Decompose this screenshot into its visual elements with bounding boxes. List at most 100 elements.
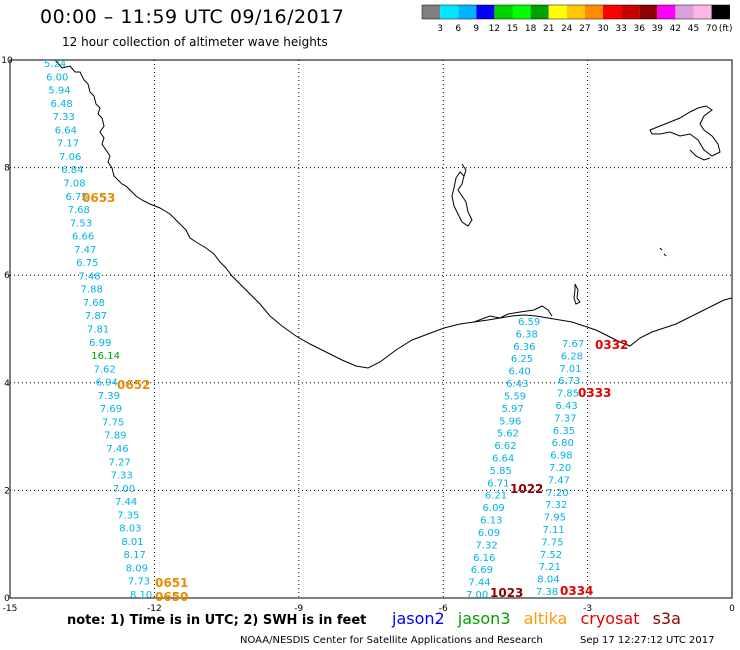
swh-value: 6.43 xyxy=(556,401,578,412)
colorbar-cell xyxy=(657,5,676,19)
map-subtitle: 12 hour collection of altimeter wave hei… xyxy=(62,35,328,49)
swh-value: 7.69 xyxy=(100,404,122,415)
swh-value: 6.75 xyxy=(66,192,88,203)
swh-value: 6.21 xyxy=(485,491,507,502)
swh-value: 6.66 xyxy=(72,232,94,243)
colorbar-cell xyxy=(711,5,730,19)
swh-value: 7.87 xyxy=(85,311,107,322)
lat-lon-grid xyxy=(9,59,733,599)
legend-cryosat: cryosat xyxy=(580,609,640,628)
swh-value: 5.59 xyxy=(504,391,526,402)
swh-value: 6.48 xyxy=(50,99,72,110)
coastline-island-left xyxy=(451,171,473,227)
swh-value: 7.20 xyxy=(546,488,568,499)
x-tick-label: -6 xyxy=(439,604,448,614)
colorbar-cell xyxy=(584,5,603,19)
swh-value: 6.75 xyxy=(76,258,98,269)
swh-value: 7.00 xyxy=(466,590,488,601)
colorbar-cell xyxy=(693,5,712,19)
colorbar-cell xyxy=(566,5,585,19)
swh-value: 6.99 xyxy=(89,338,111,349)
swh-value: 6.00 xyxy=(46,72,68,83)
pass-time-label: 0333 xyxy=(578,386,611,400)
swh-value: 5.24 xyxy=(44,59,66,70)
pass-time-label: 0334 xyxy=(560,584,593,598)
colorbar-tick-label: 27 xyxy=(579,24,590,34)
colorbar-tick-label: 15 xyxy=(507,24,518,34)
swh-value: 7.44 xyxy=(468,578,490,589)
swh-value: 6.16 xyxy=(473,553,495,564)
colorbar-cell xyxy=(675,5,694,19)
swh-value: 7.88 xyxy=(81,285,103,296)
swh-value: 7.35 xyxy=(117,510,139,521)
swh-value: 6.71 xyxy=(487,478,509,489)
swh-value: 6.69 xyxy=(471,565,493,576)
pass-time-label: 1022 xyxy=(510,482,543,496)
swh-value: 7.81 xyxy=(87,325,109,336)
swh-value: 7.89 xyxy=(104,431,126,442)
swh-value: 7.67 xyxy=(562,339,584,350)
swh-value: 7.73 xyxy=(128,577,150,588)
y-tick-label: 4 xyxy=(4,379,10,389)
swh-value: 6.43 xyxy=(506,379,528,390)
colorbar-tick-label: 9 xyxy=(473,24,479,34)
pass-time-label: 0650 xyxy=(155,590,188,604)
coastline-main xyxy=(54,59,733,369)
swh-value: 7.47 xyxy=(548,475,570,486)
x-tick-label: -9 xyxy=(294,604,303,614)
swh-value: 6.62 xyxy=(494,441,516,452)
coastline-northeast xyxy=(649,105,721,157)
x-tick-label: -12 xyxy=(147,604,162,614)
swh-value: 7.44 xyxy=(115,497,137,508)
swh-value: 6.35 xyxy=(553,426,575,437)
coastline-northeast-inner xyxy=(689,149,711,161)
units-note: note: 1) Time is in UTC; 2) SWH is in fe… xyxy=(67,613,367,628)
swh-value: 7.32 xyxy=(475,540,497,551)
swh-value: 6.09 xyxy=(478,528,500,539)
satellite-legend: jason2 jason3 altika cryosat s3a xyxy=(392,609,689,628)
pass-time-label: 0652 xyxy=(117,378,150,392)
colorbar-tick-label: 70 xyxy=(706,24,718,34)
colorbar-cell xyxy=(512,5,531,19)
legend-jason3: jason3 xyxy=(457,609,511,628)
colorbar-tick-label: 3 xyxy=(437,24,443,34)
y-tick-label: 2 xyxy=(4,486,10,496)
colorbar-cell xyxy=(621,5,640,19)
swh-value: 6.73 xyxy=(558,376,580,387)
swh-value: 7.27 xyxy=(109,457,131,468)
colorbar-tick-label: 21 xyxy=(543,24,554,34)
coastline-island-mid xyxy=(461,163,467,177)
colorbar-tick-label: 18 xyxy=(525,24,537,34)
swh-value: 8.10 xyxy=(130,590,152,601)
pass-time-label: 0653 xyxy=(82,191,115,205)
legend-jason2: jason2 xyxy=(392,609,445,628)
coastline-island-small xyxy=(573,283,581,305)
swh-value: 6.25 xyxy=(511,354,533,365)
colorbar-cell xyxy=(530,5,549,19)
swh-value: 7.75 xyxy=(102,417,124,428)
y-tick-label: 0 xyxy=(4,594,10,604)
swh-value: 7.01 xyxy=(559,364,581,375)
swh-value: 7.75 xyxy=(541,537,563,548)
x-tick-label: -3 xyxy=(583,604,592,614)
axis-labels: -15 -12 -9 -6 -3 0 0 2 4 6 8 10 xyxy=(1,56,735,614)
swh-value: 7.53 xyxy=(70,218,92,229)
credit-line: NOAA/NESDIS Center for Satellite Applica… xyxy=(240,635,543,646)
colorbar-tick-label: 24 xyxy=(561,24,573,34)
swh-value: 5.62 xyxy=(497,429,519,440)
swh-value: 7.52 xyxy=(540,550,562,561)
colorbar-tick-label: 6 xyxy=(455,24,461,34)
colorbar-tick-label: 33 xyxy=(615,24,626,34)
swh-value: 7.32 xyxy=(545,500,567,511)
map-title: 00:00 – 11:59 UTC 09/16/2017 xyxy=(40,6,345,28)
swh-value: 5.97 xyxy=(501,404,523,415)
swh-value: 5.94 xyxy=(48,86,70,97)
swh-value: 7.95 xyxy=(544,513,566,524)
colorbar-tick-label: 30 xyxy=(597,24,609,34)
colorbar-cell xyxy=(476,5,495,19)
swh-value: 7.68 xyxy=(68,205,90,216)
swh-value: 7.62 xyxy=(93,364,115,375)
swh-value: 7.37 xyxy=(554,413,576,424)
colorbar-cell xyxy=(494,5,513,19)
colorbar-tick-label: 39 xyxy=(652,24,664,34)
